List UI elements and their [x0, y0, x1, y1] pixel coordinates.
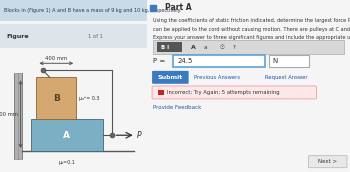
FancyBboxPatch shape: [153, 40, 344, 54]
Text: can be applied to the cord without causing motion. There are pulleys at C and D.: can be applied to the cord without causi…: [153, 27, 350, 32]
Text: Provide Feedback: Provide Feedback: [153, 105, 202, 110]
Bar: [158, 90, 164, 95]
FancyBboxPatch shape: [308, 156, 347, 168]
Text: μₐ=0.1: μₐ=0.1: [58, 160, 75, 165]
Text: P =: P =: [153, 58, 165, 64]
FancyBboxPatch shape: [157, 42, 182, 52]
Text: a: a: [204, 45, 208, 50]
FancyBboxPatch shape: [152, 86, 316, 99]
Text: A: A: [63, 131, 70, 140]
Bar: [14, 73, 22, 159]
Text: Next >: Next >: [318, 159, 337, 164]
Text: Incorrect; Try Again; 5 attempts remaining: Incorrect; Try Again; 5 attempts remaini…: [167, 90, 280, 95]
Bar: [0, 24, 147, 48]
Text: ?: ?: [233, 45, 236, 50]
Text: 1 of 1: 1 of 1: [88, 34, 103, 39]
Text: N: N: [273, 58, 278, 64]
Text: Express your answer to three significant figures and include the appropriate uni: Express your answer to three significant…: [153, 35, 350, 40]
Text: Using the coefficients of static friction indicated, determine the largest force: Using the coefficients of static frictio…: [153, 18, 350, 23]
Text: μₐᴮ= 0.3: μₐᴮ= 0.3: [79, 96, 99, 101]
Text: 300 mm: 300 mm: [0, 112, 18, 117]
Text: Figure: Figure: [6, 34, 28, 39]
Text: B: B: [53, 94, 60, 103]
FancyBboxPatch shape: [152, 71, 189, 84]
Text: Previous Answers: Previous Answers: [194, 75, 240, 80]
Text: Part A: Part A: [165, 3, 192, 12]
Bar: [31, 119, 103, 151]
Text: Blocks in (Figure 1) A and B have a mass of 9 kg and 10 kg, respectively.: Blocks in (Figure 1) A and B have a mass…: [5, 8, 182, 13]
FancyBboxPatch shape: [269, 55, 309, 67]
Text: ☉: ☉: [220, 45, 225, 50]
Text: A: A: [191, 45, 196, 50]
Text: Request Answer: Request Answer: [265, 75, 307, 80]
Text: P: P: [137, 131, 141, 140]
Text: 24.5: 24.5: [177, 58, 193, 64]
Text: Submit: Submit: [158, 75, 183, 80]
Bar: [0, 0, 147, 21]
Text: 400 mm: 400 mm: [45, 56, 68, 61]
FancyBboxPatch shape: [173, 55, 265, 67]
Text: B I: B I: [161, 45, 169, 50]
Bar: [36, 77, 76, 119]
